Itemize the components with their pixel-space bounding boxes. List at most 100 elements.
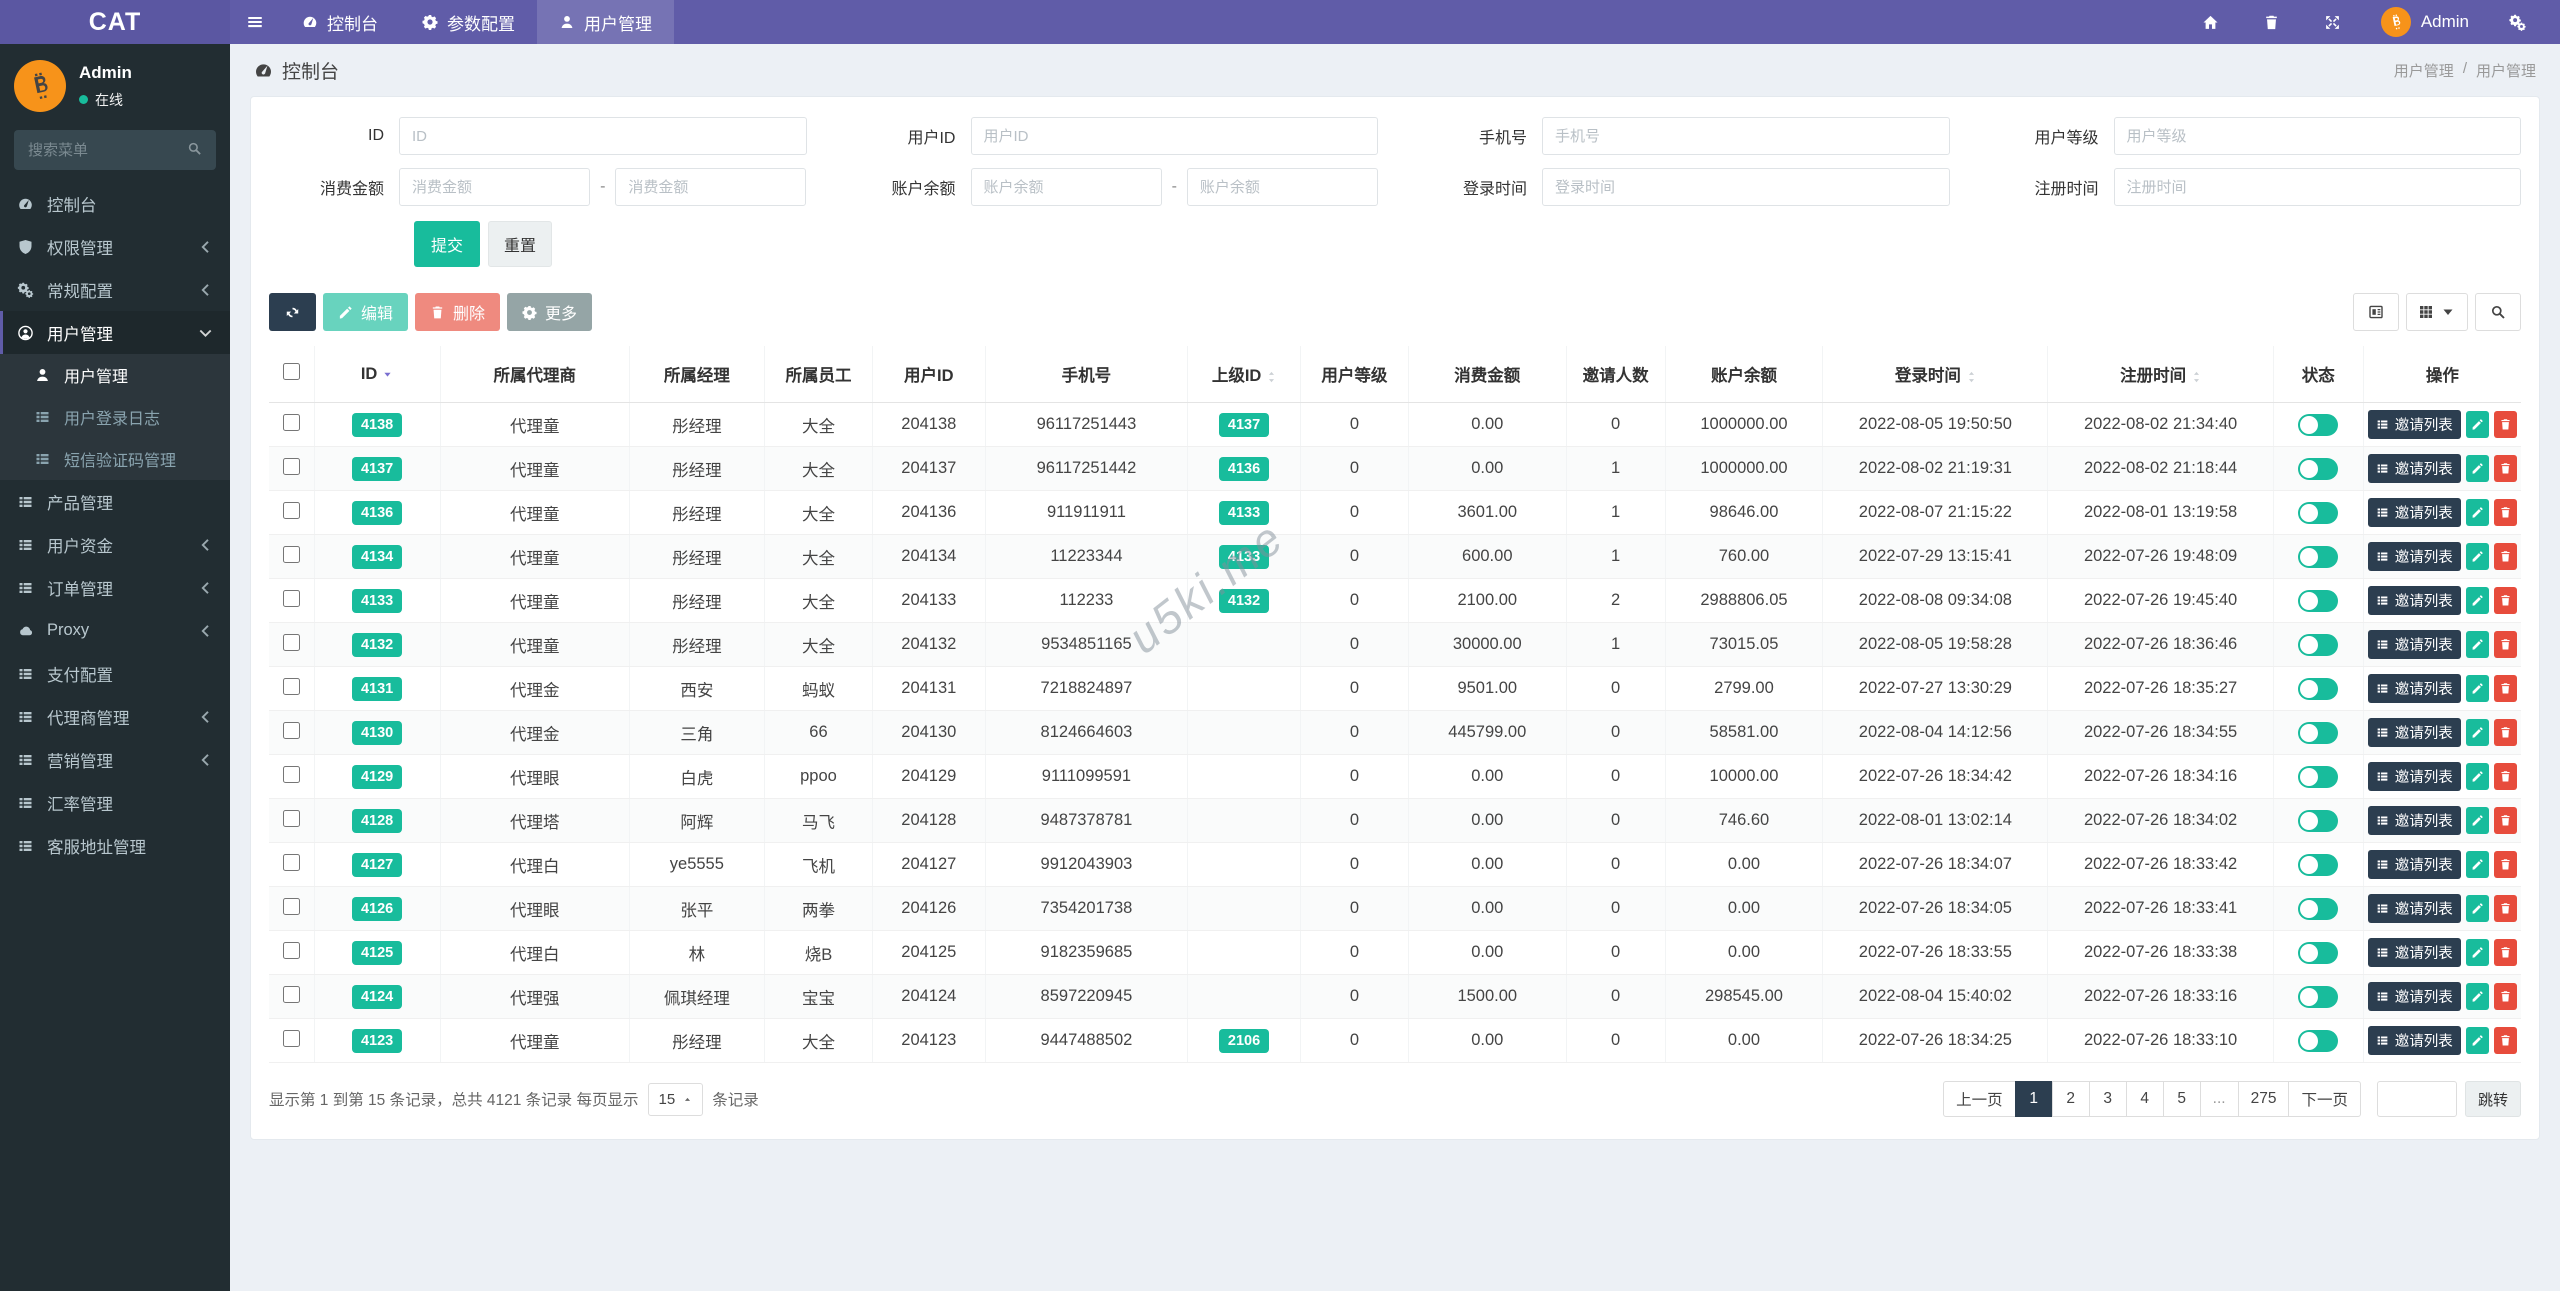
invite-list-button[interactable]: 邀请列表 (2367, 498, 2461, 527)
status-toggle[interactable] (2298, 413, 2339, 436)
page-button-2[interactable]: 2 (2051, 1081, 2090, 1117)
register-time-filter-input[interactable] (2113, 168, 2521, 206)
sidebar-item-marketing[interactable]: 营销管理 (0, 738, 230, 781)
sidebar-item-products[interactable]: 产品管理 (0, 480, 230, 523)
status-toggle[interactable] (2298, 1029, 2339, 1052)
row-checkbox[interactable] (282, 677, 300, 695)
toggle-view-button[interactable] (2353, 293, 2399, 331)
status-toggle[interactable] (2298, 765, 2339, 788)
row-delete-button[interactable] (2493, 499, 2517, 526)
next-page-button[interactable]: 下一页 (2288, 1081, 2361, 1117)
settings-button[interactable] (2487, 0, 2548, 44)
invite-list-button[interactable]: 邀请列表 (2367, 1026, 2461, 1055)
row-edit-button[interactable] (2465, 631, 2489, 658)
row-delete-button[interactable] (2493, 631, 2517, 658)
select-all-checkbox[interactable] (282, 363, 300, 380)
page-button-1[interactable]: 1 (2014, 1081, 2053, 1117)
row-checkbox[interactable] (282, 457, 300, 475)
row-delete-button[interactable] (2493, 411, 2517, 438)
jump-button[interactable]: 跳转 (2464, 1081, 2521, 1117)
row-checkbox[interactable] (282, 809, 300, 827)
page-button-4[interactable]: 4 (2125, 1081, 2164, 1117)
status-toggle[interactable] (2298, 677, 2339, 700)
login-time-filter-input[interactable] (1542, 168, 1950, 206)
consume-min-input[interactable] (399, 168, 591, 206)
menu-search-button[interactable] (177, 141, 212, 158)
row-checkbox[interactable] (282, 897, 300, 915)
sidebar-item-agents[interactable]: 代理商管理 (0, 695, 230, 738)
jump-page-input[interactable] (2376, 1081, 2457, 1117)
sidebar-item-payment-config[interactable]: 支付配置 (0, 652, 230, 695)
invite-list-button[interactable]: 邀请列表 (2367, 674, 2461, 703)
row-edit-button[interactable] (2465, 851, 2489, 878)
row-checkbox[interactable] (282, 941, 300, 959)
row-checkbox[interactable] (282, 545, 300, 563)
more-button[interactable]: 更多 (507, 293, 593, 331)
row-edit-button[interactable] (2465, 983, 2489, 1010)
sidebar-item-general-config[interactable]: 常规配置 (0, 268, 230, 311)
status-toggle[interactable] (2298, 721, 2339, 744)
balance-max-input[interactable] (1186, 168, 1378, 206)
row-checkbox[interactable] (282, 501, 300, 519)
row-edit-button[interactable] (2465, 455, 2489, 482)
row-delete-button[interactable] (2493, 675, 2517, 702)
row-edit-button[interactable] (2465, 807, 2489, 834)
delete-button[interactable]: 删除 (415, 293, 501, 331)
sidebar-item-dashboard[interactable]: 控制台 (0, 182, 230, 225)
row-checkbox[interactable] (282, 633, 300, 651)
clear-cache-button[interactable] (2241, 0, 2302, 44)
row-delete-button[interactable] (2493, 851, 2517, 878)
row-edit-button[interactable] (2465, 587, 2489, 614)
column-header-login-time[interactable]: 登录时间 (1822, 346, 2049, 403)
status-toggle[interactable] (2298, 897, 2339, 920)
invite-list-button[interactable]: 邀请列表 (2367, 806, 2461, 835)
breadcrumb-parent[interactable]: 用户管理 (2393, 63, 2454, 80)
sidebar-item-user-management[interactable]: 用户管理 (0, 311, 230, 354)
status-toggle[interactable] (2298, 941, 2339, 964)
consume-max-input[interactable] (615, 168, 807, 206)
row-delete-button[interactable] (2493, 455, 2517, 482)
row-delete-button[interactable] (2493, 983, 2517, 1010)
invite-list-button[interactable]: 邀请列表 (2367, 762, 2461, 791)
column-header-parent-id[interactable]: 上级ID (1187, 346, 1301, 403)
row-checkbox[interactable] (282, 765, 300, 783)
id-filter-input[interactable] (399, 117, 807, 155)
fullscreen-button[interactable] (2302, 0, 2363, 44)
invite-list-button[interactable]: 邀请列表 (2367, 630, 2461, 659)
row-checkbox[interactable] (282, 853, 300, 871)
invite-list-button[interactable]: 邀请列表 (2367, 410, 2461, 439)
sidebar-subitem-user-management[interactable]: 用户管理 (0, 354, 230, 396)
invite-list-button[interactable]: 邀请列表 (2367, 982, 2461, 1011)
status-toggle[interactable] (2298, 501, 2339, 524)
prev-page-button[interactable]: 上一页 (1943, 1081, 2016, 1117)
status-toggle[interactable] (2298, 853, 2339, 876)
row-edit-button[interactable] (2465, 411, 2489, 438)
row-edit-button[interactable] (2465, 543, 2489, 570)
status-toggle[interactable] (2298, 809, 2339, 832)
row-edit-button[interactable] (2465, 895, 2489, 922)
row-checkbox[interactable] (282, 721, 300, 739)
page-button-3[interactable]: 3 (2088, 1081, 2127, 1117)
home-button[interactable] (2180, 0, 2241, 44)
sidebar-subitem-sms-code[interactable]: 短信验证码管理 (0, 438, 230, 480)
user-menu[interactable]: Admin (2363, 0, 2487, 44)
row-delete-button[interactable] (2493, 763, 2517, 790)
sidebar-item-permissions[interactable]: 权限管理 (0, 225, 230, 268)
row-delete-button[interactable] (2493, 895, 2517, 922)
status-toggle[interactable] (2298, 589, 2339, 612)
sidebar-item-proxy[interactable]: Proxy (0, 609, 230, 652)
sidebar-item-exchange-rate[interactable]: 汇率管理 (0, 781, 230, 824)
tab-user-management[interactable]: 用户管理 (537, 0, 674, 44)
sidebar-item-user-funds[interactable]: 用户资金 (0, 523, 230, 566)
tab-dashboard[interactable]: 控制台 (280, 0, 400, 44)
invite-list-button[interactable]: 邀请列表 (2367, 718, 2461, 747)
invite-list-button[interactable]: 邀请列表 (2367, 850, 2461, 879)
row-edit-button[interactable] (2465, 1027, 2489, 1054)
page-button-275[interactable]: 275 (2237, 1081, 2290, 1117)
status-toggle[interactable] (2298, 457, 2339, 480)
row-edit-button[interactable] (2465, 939, 2489, 966)
row-delete-button[interactable] (2493, 587, 2517, 614)
user-level-filter-input[interactable] (2113, 117, 2521, 155)
reset-button[interactable]: 重置 (488, 221, 553, 267)
row-delete-button[interactable] (2493, 807, 2517, 834)
